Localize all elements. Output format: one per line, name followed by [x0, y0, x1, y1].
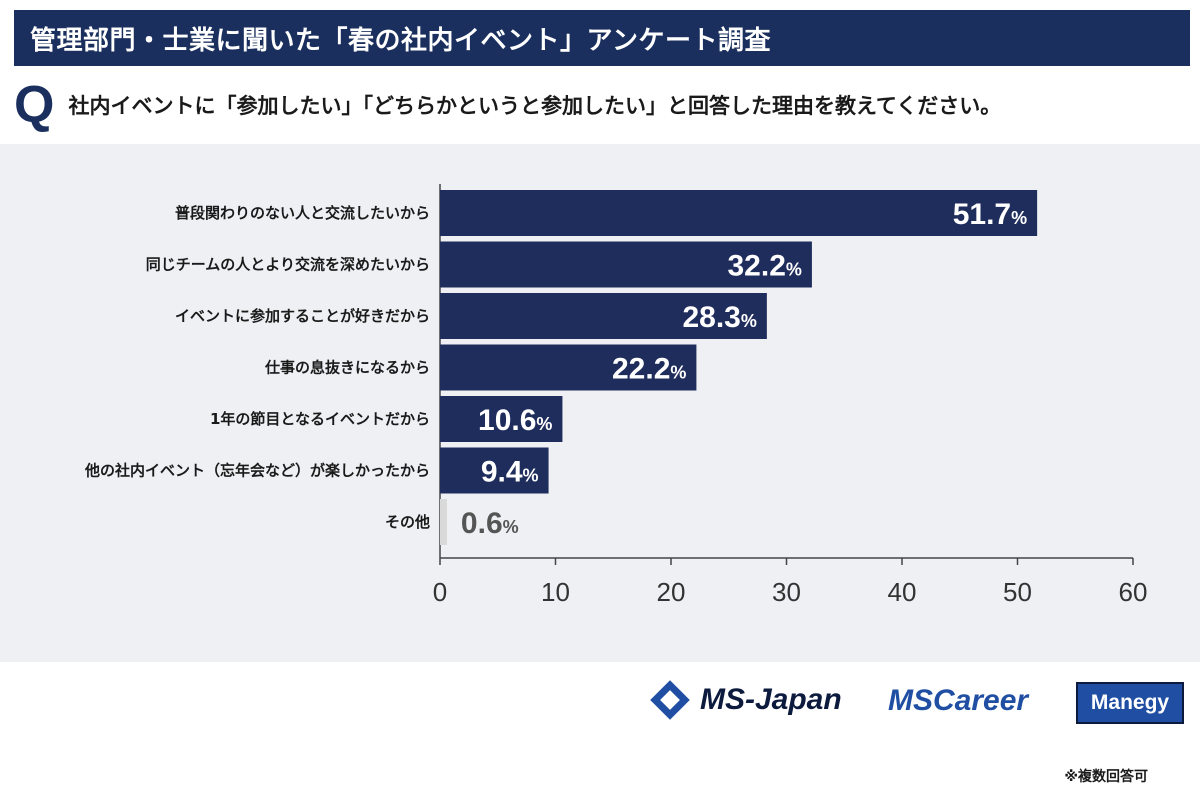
ms-japan-logo-text: MS-Japan: [700, 683, 842, 716]
x-tick-label: 20: [657, 577, 686, 607]
value-label: 10.6%: [478, 404, 552, 437]
value-label: 32.2%: [728, 250, 802, 283]
page-title: 管理部門・士業に聞いた「春の社内イベント」アンケート調査: [30, 25, 771, 56]
value-number: 22.2: [612, 353, 670, 386]
value-percent-sign: %: [670, 363, 686, 383]
question-text: 社内イベントに「参加したい」「どちらかというと参加したい」と回答した理由を教えて…: [68, 94, 1002, 118]
value-percent-sign: %: [1011, 208, 1027, 228]
value-percent-sign: %: [536, 414, 552, 434]
value-number: 51.7: [953, 198, 1011, 231]
x-tick-label: 0: [433, 577, 447, 607]
title-banner: 管理部門・士業に聞いた「春の社内イベント」アンケート調査: [14, 10, 1190, 66]
value-percent-sign: %: [503, 517, 519, 537]
value-number: 10.6: [478, 404, 536, 437]
chart-note: ※複数回答可: [1064, 769, 1148, 785]
x-tick-label: 30: [772, 577, 801, 607]
category-label: 普段関わりのない人と交流したいから: [175, 204, 430, 222]
value-percent-sign: %: [523, 466, 539, 486]
manegy-logo: Manegy: [1076, 682, 1184, 724]
bar: [440, 293, 767, 339]
value-label: 22.2%: [612, 353, 686, 386]
value-percent-sign: %: [786, 260, 802, 280]
question-row: Q 社内イベントに「参加したい」「どちらかというと参加したい」と回答した理由を教…: [14, 74, 1190, 136]
chart-area: 0 10 20 30 40 50 60 普段関わりのない人と交流したいから 51.7% 同じチーム…: [0, 144, 1200, 785]
category-label: 同じチームの人とより交流を深めたいから: [146, 256, 430, 274]
x-tick-label: 50: [1003, 577, 1032, 607]
footer: MS-Japan MSCareer Manegy: [0, 662, 1200, 742]
category-label: その他: [385, 513, 430, 531]
value-label: 51.7%: [953, 198, 1027, 231]
bar: [440, 499, 447, 545]
category-label: イベントに参加することが好きだから: [175, 307, 430, 325]
bar: [440, 396, 563, 442]
value-number: 9.4: [481, 456, 523, 489]
value-number: 0.6: [461, 507, 503, 540]
bar: [440, 190, 1038, 236]
q-mark: Q: [14, 76, 55, 134]
ms-japan-diamond-icon: [650, 680, 690, 720]
category-label: 1年の節目となるイベントだから: [210, 410, 430, 428]
x-tick-label: 40: [888, 577, 917, 607]
value-percent-sign: %: [741, 311, 757, 331]
value-number: 32.2: [728, 250, 786, 283]
category-label: 他の社内イベント（忘年会など）が楽しかったから: [84, 462, 430, 480]
x-tick-label: 60: [1119, 577, 1148, 607]
value-label: 0.6%: [461, 507, 519, 540]
ms-career-logo: MSCareer: [888, 684, 1029, 717]
value-label: 28.3%: [682, 301, 756, 334]
bar: [440, 447, 549, 494]
bar: [440, 344, 697, 391]
x-tick-label: 10: [541, 577, 570, 607]
ms-japan-logo: MS-Japan: [650, 680, 842, 720]
category-label: 仕事の息抜きになるから: [264, 359, 430, 377]
value-number: 28.3: [682, 301, 740, 334]
bar: [440, 241, 812, 288]
bar-chart: 0 10 20 30 40 50 60 普段関わりのない人と交流したいから 51.7% 同じチーム…: [84, 184, 1148, 607]
value-label: 9.4%: [481, 456, 539, 489]
